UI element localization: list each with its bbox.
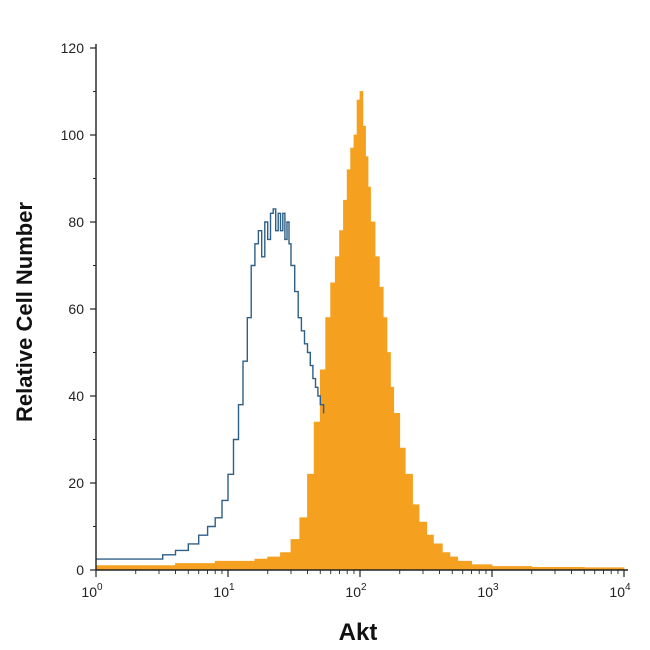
y-tick-label: 80 xyxy=(68,214,84,230)
y-tick-label: 120 xyxy=(61,40,85,56)
series-1-fill xyxy=(95,91,625,571)
x-tick-label: 103 xyxy=(477,582,499,600)
x-tick-label: 102 xyxy=(345,582,367,600)
axes-layer xyxy=(95,44,628,571)
series-0-outline xyxy=(96,208,325,560)
y-tick-label: 60 xyxy=(68,301,84,317)
y-tick-label: 100 xyxy=(61,127,85,143)
y-axis-title: Relative Cell Number xyxy=(12,202,37,423)
y-tick-label: 40 xyxy=(68,388,84,404)
x-tick-label: 101 xyxy=(213,582,235,600)
x-tick-label: 104 xyxy=(609,582,631,600)
y-tick-label: 20 xyxy=(68,475,84,491)
series-layer xyxy=(95,91,625,571)
ticks-layer: 0 20 40 60 80 100 120 100 101 102 103 104 xyxy=(61,40,631,600)
y-tick-label: 0 xyxy=(76,562,84,578)
x-tick-label: 100 xyxy=(81,582,103,600)
x-axis-title: Akt xyxy=(339,619,378,646)
